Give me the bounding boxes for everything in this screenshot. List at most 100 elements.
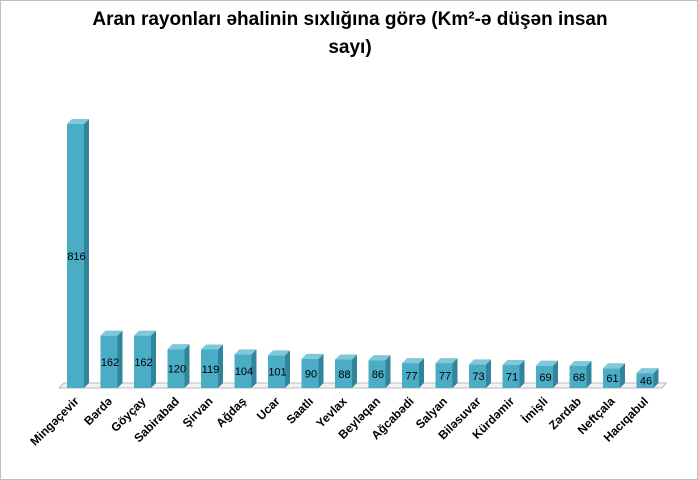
bar-neftcala — [603, 363, 625, 388]
bars-group — [67, 119, 659, 388]
value-label-saatli: 90 — [305, 368, 317, 380]
bar-top-imisli — [536, 360, 558, 366]
bar-front-neftcala — [603, 368, 620, 388]
value-label-goycay: 162 — [134, 357, 152, 369]
bar-front-salyan — [435, 363, 453, 388]
value-label-zerdab: 68 — [573, 372, 585, 384]
bar-mingecevir — [67, 119, 89, 388]
bar-side-kurdemir — [519, 360, 525, 388]
value-label-kurdemir: 71 — [506, 372, 518, 384]
bar-side-haciqabul — [653, 368, 659, 388]
bar-front-kurdemir — [502, 365, 520, 388]
value-label-sabirabad: 120 — [168, 364, 186, 376]
bar-top-zerdab — [569, 361, 592, 366]
bar-bilesuvar — [469, 359, 491, 388]
value-label-neftcala: 61 — [606, 373, 618, 385]
bar-side-saatli — [318, 353, 324, 388]
bar-goycay — [134, 330, 156, 388]
category-label-agdas: Ağdaş — [213, 394, 249, 430]
bar-front-agcabedi — [402, 363, 419, 388]
bar-front-saatli — [301, 358, 319, 388]
bar-ucar — [268, 350, 290, 388]
value-label-agdas: 104 — [235, 366, 253, 378]
bar-berde — [100, 330, 123, 388]
value-label-imisli: 69 — [539, 372, 551, 384]
bar-top-agdas — [234, 349, 257, 355]
bar-top-ucar — [268, 350, 290, 356]
bar-top-goycay — [134, 330, 156, 336]
bar-agcabedi — [402, 358, 424, 388]
bar-front-ucar — [268, 355, 285, 388]
bar-top-sirvan — [201, 344, 223, 350]
bar-front-beyleqan — [368, 360, 386, 388]
bar-side-bilesuvar — [486, 359, 491, 388]
category-label-mingecevir: Mingəçevir — [27, 394, 81, 448]
bar-yevlax — [335, 354, 357, 388]
chart-title: Aran rayonları əhalinin sıxlığına görə (… — [92, 9, 608, 58]
bar-side-neftcala — [620, 363, 625, 388]
bar-sabirabad — [167, 344, 190, 388]
bar-imisli — [536, 360, 558, 388]
value-label-beyleqan: 86 — [372, 369, 384, 381]
category-label-saatli: Saatlı — [284, 394, 317, 427]
bar-top-bilesuvar — [469, 359, 491, 365]
bar-side-sirvan — [218, 344, 223, 388]
bar-front-yevlax — [335, 359, 352, 388]
bar-top-mingecevir — [67, 119, 89, 124]
bar-side-sabirabad — [184, 344, 190, 388]
bar-top-berde — [100, 330, 123, 336]
bar-agdas — [234, 349, 257, 388]
bar-haciqabul — [636, 368, 659, 388]
value-label-yevlax: 88 — [338, 369, 350, 381]
bar-front-haciqabul — [636, 373, 654, 388]
bar-salyan — [435, 358, 458, 388]
category-labels-group: Mingəçevir BərdəGöyçaySabirabadŞirvanAğda… — [27, 394, 651, 449]
bar-zerdab — [569, 361, 592, 388]
bar-front-sirvan — [201, 349, 218, 388]
category-label-imisli: İmişli — [518, 394, 550, 426]
bar-top-yevlax — [335, 354, 357, 360]
bar-front-zerdab — [569, 366, 587, 388]
value-label-sirvan: 119 — [202, 364, 220, 376]
bar-side-berde — [117, 330, 123, 388]
bar-top-saatli — [301, 353, 324, 359]
value-label-ucar: 101 — [268, 367, 286, 379]
bar-top-kurdemir — [502, 360, 525, 366]
bar-side-zerdab — [586, 361, 592, 388]
value-label-bilesuvar: 73 — [472, 371, 484, 383]
category-label-sirvan: Şirvan — [180, 394, 216, 430]
bar-front-berde — [100, 335, 118, 388]
bar-front-agdas — [234, 354, 252, 388]
bar-front-bilesuvar — [469, 364, 486, 388]
value-label-haciqabul: 46 — [640, 376, 652, 388]
bar-side-ucar — [285, 350, 290, 388]
bar-side-imisli — [553, 360, 558, 388]
bar-front-goycay — [134, 335, 151, 388]
value-label-agcabedi: 77 — [405, 371, 417, 383]
value-label-berde: 162 — [101, 357, 119, 369]
bar-kurdemir — [502, 360, 525, 388]
bar-side-agcabedi — [419, 358, 424, 388]
bar-side-mingecevir — [84, 119, 89, 388]
bar-front-mingecevir — [67, 124, 84, 388]
bar-beyleqan — [368, 355, 391, 388]
bar-front-imisli — [536, 365, 553, 388]
bar-side-beyleqan — [385, 355, 391, 388]
bar-side-salyan — [452, 358, 458, 388]
bar-side-yevlax — [352, 354, 357, 388]
bar-side-agdas — [251, 349, 257, 388]
value-label-mingecevir: 816 — [67, 251, 85, 263]
bar-top-salyan — [435, 358, 458, 364]
bar-side-goycay — [151, 330, 156, 388]
bar-front-sabirabad — [167, 349, 185, 388]
bar-sirvan — [201, 344, 223, 388]
bar-top-sabirabad — [167, 344, 190, 350]
bar-top-beyleqan — [368, 355, 391, 361]
bar-top-haciqabul — [636, 368, 659, 374]
bar-top-neftcala — [603, 363, 625, 369]
category-label-ucar: Ucar — [254, 394, 283, 423]
value-labels-group: 816 162 162 120 119 104 101 90 88 86 77 77 73 71 69 68 6… — [67, 251, 652, 388]
value-label-salyan: 77 — [439, 371, 451, 383]
